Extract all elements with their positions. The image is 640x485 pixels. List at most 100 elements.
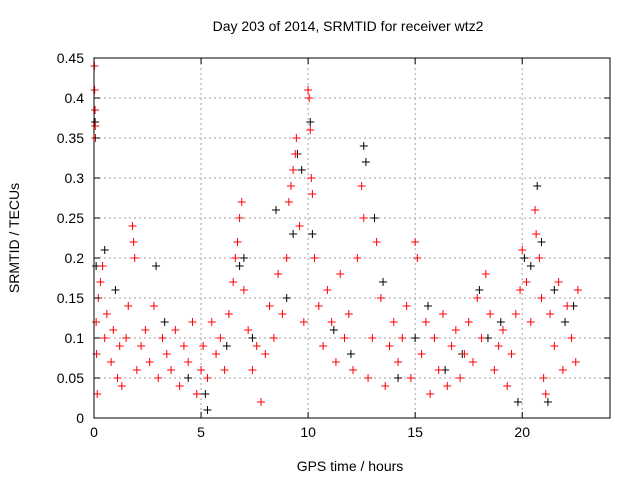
data-point [531, 206, 540, 214]
data-point [379, 278, 388, 286]
data-point [162, 350, 171, 358]
data-point [203, 374, 212, 382]
data-point [443, 382, 452, 390]
data-point [533, 182, 542, 190]
data-point [306, 118, 315, 126]
data-point [292, 134, 301, 142]
data-point [329, 326, 338, 334]
data-point [282, 254, 291, 262]
data-point [526, 318, 535, 326]
data-point [451, 326, 460, 334]
data-point [456, 374, 465, 382]
x-tick-label: 20 [514, 424, 530, 440]
data-point [145, 358, 154, 366]
data-point [137, 342, 146, 350]
data-point [370, 214, 379, 222]
data-point [346, 350, 355, 358]
data-point [197, 366, 206, 374]
y-tick-label: 0.2 [65, 250, 85, 266]
data-point [261, 350, 270, 358]
data-point [503, 382, 512, 390]
data-point [357, 182, 366, 190]
data-point [233, 238, 242, 246]
y-axis-label: SRMTID / TECUs [6, 183, 22, 293]
data-point [368, 334, 377, 342]
data-point [184, 374, 193, 382]
data-point [486, 310, 495, 318]
data-point [475, 286, 484, 294]
data-point [141, 326, 150, 334]
data-point [100, 334, 109, 342]
data-point [558, 366, 567, 374]
data-point [498, 326, 507, 334]
data-point [537, 238, 546, 246]
data-point [212, 350, 221, 358]
data-point [426, 390, 435, 398]
data-point [541, 390, 550, 398]
data-point [289, 230, 298, 238]
data-point [340, 334, 349, 342]
data-point [158, 334, 167, 342]
data-point [402, 302, 411, 310]
data-point [364, 374, 373, 382]
data-points [90, 62, 582, 414]
data-point [244, 326, 253, 334]
data-point [284, 198, 293, 206]
data-point [229, 278, 238, 286]
data-point [299, 318, 308, 326]
data-point [417, 350, 426, 358]
data-point [434, 366, 443, 374]
data-point [154, 374, 163, 382]
data-point [289, 166, 298, 174]
y-tick-label: 0.25 [57, 210, 84, 226]
y-tick-label: 0.1 [65, 330, 85, 346]
data-point [167, 366, 176, 374]
data-point [91, 122, 100, 130]
data-point [477, 334, 486, 342]
data-point [573, 286, 582, 294]
data-point [149, 302, 158, 310]
data-point [269, 334, 278, 342]
data-point [571, 358, 580, 366]
data-point [222, 342, 231, 350]
data-point [468, 358, 477, 366]
data-point [308, 190, 317, 198]
data-point [481, 270, 490, 278]
data-point [567, 334, 576, 342]
data-point [282, 294, 291, 302]
data-point [152, 262, 161, 270]
y-tick-label: 0.4 [65, 90, 85, 106]
data-point [122, 334, 131, 342]
data-point [361, 158, 370, 166]
data-point [239, 254, 248, 262]
data-point [406, 374, 415, 382]
data-point [464, 318, 473, 326]
y-tick-label: 0 [76, 410, 84, 426]
data-point [496, 318, 505, 326]
data-point [561, 318, 570, 326]
y-tick-label: 0.3 [65, 170, 85, 186]
data-point [490, 366, 499, 374]
data-point [248, 366, 257, 374]
data-point [305, 94, 314, 102]
data-point [460, 350, 469, 358]
data-point [447, 342, 456, 350]
data-point [389, 318, 398, 326]
data-point [563, 302, 572, 310]
data-point [278, 310, 287, 318]
data-point [93, 390, 102, 398]
data-point [376, 294, 385, 302]
data-point [520, 254, 529, 262]
data-point [535, 254, 544, 262]
data-point [295, 222, 304, 230]
data-point [271, 206, 280, 214]
data-point [188, 318, 197, 326]
x-axis-label: GPS time / hours [297, 458, 404, 474]
data-point [411, 334, 420, 342]
data-point [323, 286, 332, 294]
data-point [124, 302, 133, 310]
data-point [550, 286, 559, 294]
data-point [331, 358, 340, 366]
